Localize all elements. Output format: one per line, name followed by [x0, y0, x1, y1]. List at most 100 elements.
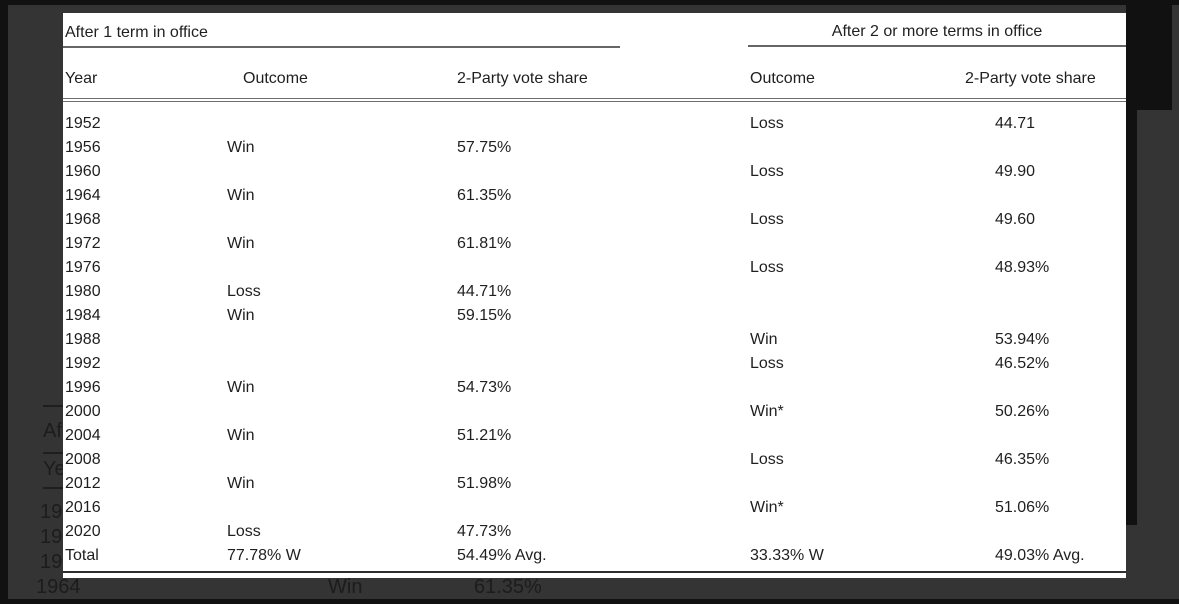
table-row: 1956 Win 57.75%: [63, 139, 1126, 161]
table-row: 2004 Win 51.21%: [63, 427, 1126, 449]
cell-year: 1964: [65, 187, 101, 204]
cell-share-right: 44.71: [995, 115, 1036, 132]
cell-share-left: 59.15%: [457, 307, 512, 324]
frame-strip-right-upper: [1126, 5, 1172, 110]
dimmed-title-fragment: Af: [43, 420, 62, 442]
dimmed-header-fragment: Ye: [43, 458, 66, 480]
column-header-share-right: 2-Party vote share: [965, 70, 1096, 87]
cell-outcome-right: Loss: [750, 355, 784, 372]
cell-share-left: 61.81%: [457, 235, 512, 252]
cell-share-left: 54.73%: [457, 379, 512, 396]
cell-outcome-left: Loss: [227, 283, 261, 300]
cell-share-right: 53.94%: [995, 331, 1050, 348]
dimmed-year-fragment: 19: [40, 501, 63, 523]
table-row: 1984 Win 59.15%: [63, 307, 1126, 329]
cell-share-right: 51.06%: [995, 499, 1050, 516]
table-row: 2008 Loss 46.35%: [63, 451, 1126, 473]
cell-year: 2020: [65, 523, 101, 540]
cell-outcome-left: Win: [227, 139, 255, 156]
cell-year: 1960: [65, 163, 101, 180]
cell-share-left: 61.35%: [457, 187, 512, 204]
table-row: 1972 Win 61.81%: [63, 235, 1126, 257]
cell-outcome-left: Loss: [227, 523, 261, 540]
table-bottom-rule: [63, 571, 1126, 573]
cell-share-right: 49.60: [995, 211, 1036, 228]
header-double-rule: [63, 98, 1126, 102]
table-panel: After 1 term in office After 2 or more t…: [63, 13, 1126, 578]
table-row: 1988 Win 53.94%: [63, 331, 1126, 353]
table-row: 1992 Loss 46.52%: [63, 355, 1126, 377]
cell-share-right: 48.93%: [995, 259, 1050, 276]
dimmed-rule-fragment: [43, 452, 63, 454]
column-header-year: Year: [65, 70, 98, 87]
table-row: 1976 Loss 48.93%: [63, 259, 1126, 281]
table-row: 2012 Win 51.98%: [63, 475, 1126, 497]
column-header-share-left: 2-Party vote share: [457, 70, 588, 87]
cell-year: 1980: [65, 283, 101, 300]
cell-share-left: 57.75%: [457, 139, 512, 156]
left-table-title: After 1 term in office: [65, 24, 208, 41]
dimmed-cell-share: 61.35%: [474, 576, 542, 598]
cell-share-left: 44.71%: [457, 283, 512, 300]
cell-outcome-left: Win: [227, 307, 255, 324]
cell-year: Total: [65, 547, 99, 564]
cell-outcome-left: Win: [227, 235, 255, 252]
cell-outcome-left: 77.78% W: [227, 547, 301, 564]
table-row: 2016 Win* 51.06%: [63, 499, 1126, 521]
cell-outcome-right: Loss: [750, 115, 784, 132]
table-row: 2020 Loss 47.73%: [63, 523, 1126, 545]
cell-year: 1988: [65, 331, 101, 348]
cell-outcome-right: Loss: [750, 163, 784, 180]
table-row: 2000 Win* 50.26%: [63, 403, 1126, 425]
table-row: 1980 Loss 44.71%: [63, 283, 1126, 305]
dimmed-rule-fragment: [43, 487, 63, 489]
cell-outcome-right: Win*: [750, 499, 784, 516]
frame-strip-top: [0, 0, 1179, 5]
cell-outcome-left: Win: [227, 427, 255, 444]
table-row: 1996 Win 54.73%: [63, 379, 1126, 401]
table-row: 1952 Loss 44.71: [63, 115, 1126, 137]
cell-outcome-left: Win: [227, 187, 255, 204]
cell-year: 2008: [65, 451, 101, 468]
cell-year: 1956: [65, 139, 101, 156]
cell-outcome-left: Win: [227, 475, 255, 492]
table-row: Total 77.78% W 54.49% Avg. 33.33% W 49.03% A…: [63, 547, 1126, 569]
frame-strip-right: [1126, 110, 1137, 525]
cell-outcome-right: 33.33% W: [750, 547, 824, 564]
cell-outcome-right: Loss: [750, 451, 784, 468]
cell-share-right: 49.90: [995, 163, 1036, 180]
frame-strip-left: [0, 0, 8, 604]
table-row: 1960 Loss 49.90: [63, 163, 1126, 185]
cell-share-right: 46.35%: [995, 451, 1050, 468]
dimmed-year-fragment: 19: [40, 551, 63, 573]
cell-share-right: 49.03% Avg.: [995, 547, 1085, 564]
cell-share-right: 50.26%: [995, 403, 1050, 420]
table-row: 1968 Loss 49.60: [63, 211, 1126, 233]
cell-year: 2016: [65, 499, 101, 516]
cell-outcome-right: Win*: [750, 403, 784, 420]
dimmed-cell-year: 1964: [36, 576, 81, 598]
frame-strip-bottom: [0, 599, 1179, 604]
cell-year: 1996: [65, 379, 101, 396]
cell-year: 1972: [65, 235, 101, 252]
table-row: 1964 Win 61.35%: [63, 187, 1126, 209]
right-table-title: After 2 or more terms in office: [831, 23, 1043, 40]
cell-outcome-right: Win: [750, 331, 778, 348]
cell-outcome-left: Win: [227, 379, 255, 396]
cell-year: 2012: [65, 475, 101, 492]
cell-year: 1952: [65, 115, 101, 132]
cell-share-left: 51.98%: [457, 475, 512, 492]
column-header-outcome-left: Outcome: [243, 70, 308, 87]
right-title-underline: [748, 45, 1126, 47]
column-header-outcome-right: Outcome: [750, 70, 815, 87]
cell-share-left: 54.49% Avg.: [457, 547, 547, 564]
left-title-underline: [63, 46, 620, 48]
cell-share-left: 47.73%: [457, 523, 512, 540]
cell-year: 2000: [65, 403, 101, 420]
cell-year: 1984: [65, 307, 101, 324]
cell-share-left: 51.21%: [457, 427, 512, 444]
cell-outcome-right: Loss: [750, 211, 784, 228]
dimmed-rule-fragment: [43, 405, 63, 407]
cell-year: 1976: [65, 259, 101, 276]
